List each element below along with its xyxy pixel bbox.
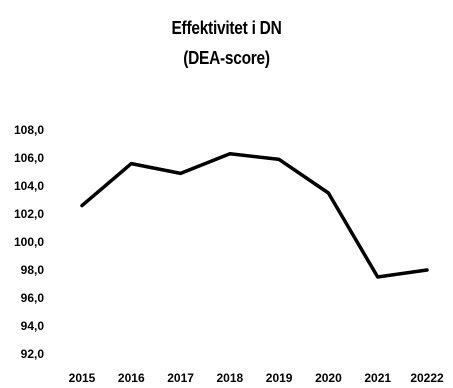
x-axis-ticks: 2015 2016 2017 2018 2019 2020 2021 20222 xyxy=(69,371,444,385)
y-tick-label: 106,0 xyxy=(14,151,44,165)
x-tick-label: 2021 xyxy=(364,371,391,385)
series-line xyxy=(80,152,429,279)
x-tick-label: 2016 xyxy=(118,371,145,385)
y-axis-ticks: 108,0 106,0 104,0 102,0 100,0 98,0 96,0 94,0 92,… xyxy=(14,123,44,361)
series-lines xyxy=(80,152,429,279)
y-tick-label: 94,0 xyxy=(21,319,45,333)
x-tick-label: 2015 xyxy=(69,371,96,385)
x-tick-label: 2018 xyxy=(217,371,244,385)
y-tick-label: 98,0 xyxy=(21,263,45,277)
y-tick-label: 92,0 xyxy=(21,347,45,361)
y-tick-label: 100,0 xyxy=(14,235,44,249)
y-tick-label: 104,0 xyxy=(14,179,44,193)
y-tick-label: 96,0 xyxy=(21,291,45,305)
x-tick-label: 20222 xyxy=(410,371,444,385)
x-tick-label: 2019 xyxy=(266,371,293,385)
x-tick-label: 2020 xyxy=(315,371,342,385)
x-tick-label: 2017 xyxy=(167,371,194,385)
chart-title: Effektivitet i DN xyxy=(171,18,282,38)
y-tick-label: 108,0 xyxy=(14,123,44,137)
chart-subtitle: (DEA-score) xyxy=(183,48,270,68)
y-tick-label: 102,0 xyxy=(14,207,44,221)
